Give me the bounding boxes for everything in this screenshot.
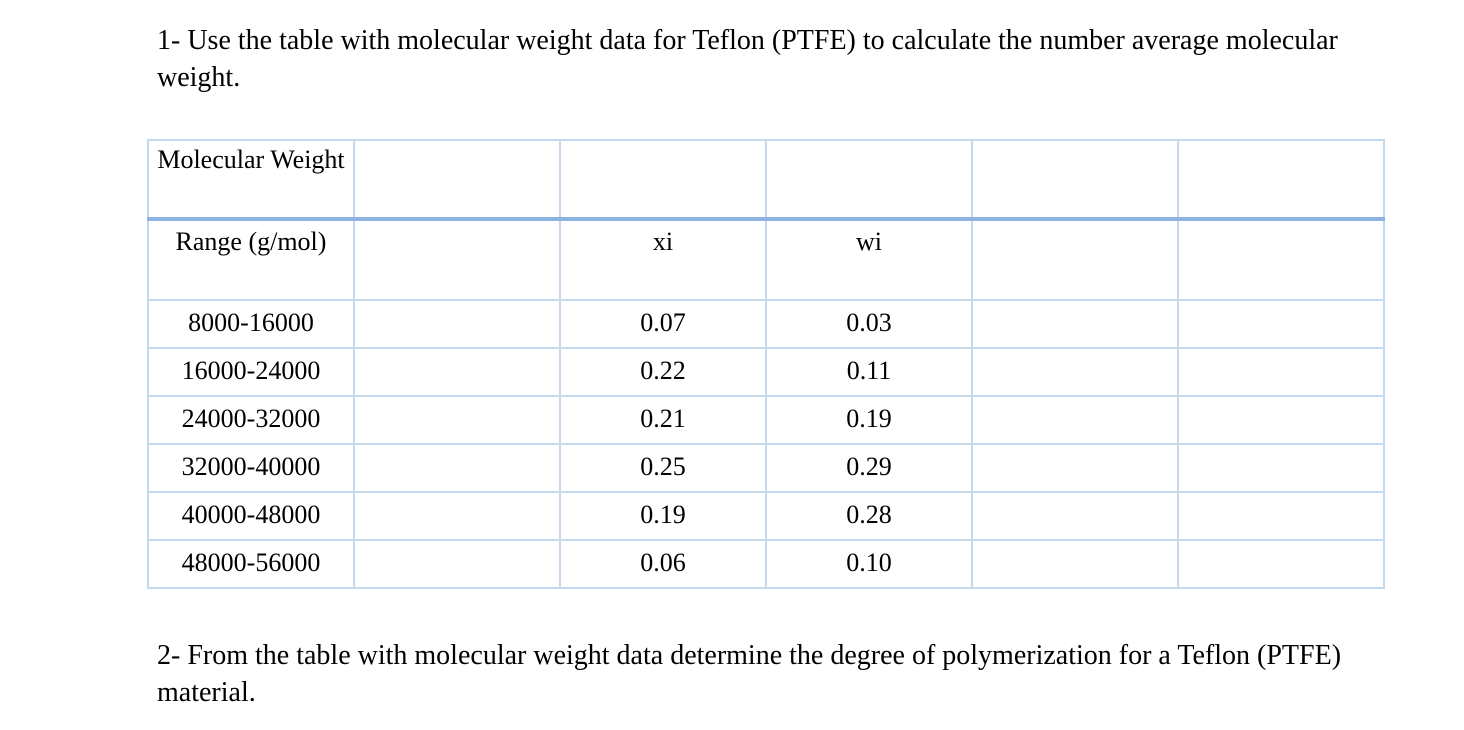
table-cell: 24000-32000 bbox=[147, 395, 355, 445]
table-cell: 0.25 bbox=[559, 443, 767, 493]
question-text: 2- From the table with molecular weight … bbox=[157, 640, 1342, 708]
table-row: 40000-48000 0.19 0.28 bbox=[147, 491, 1385, 541]
table-cell bbox=[353, 539, 561, 589]
table-cell: 0.03 bbox=[765, 299, 973, 349]
table-cell bbox=[971, 443, 1179, 493]
table-cell bbox=[1177, 218, 1385, 301]
table-cell: Range (g/mol) bbox=[147, 218, 355, 301]
table-cell: 0.19 bbox=[559, 491, 767, 541]
table-cell: 40000-48000 bbox=[147, 491, 355, 541]
table-row: Molecular Weight bbox=[147, 139, 1385, 221]
table-cell: 0.29 bbox=[765, 443, 973, 493]
table-cell bbox=[559, 139, 767, 221]
table-cell bbox=[353, 491, 561, 541]
table-cell bbox=[971, 299, 1179, 349]
table-cell bbox=[353, 347, 561, 397]
table-cell bbox=[1177, 491, 1385, 541]
table-cell bbox=[1177, 443, 1385, 493]
table-cell bbox=[353, 395, 561, 445]
table-row: 24000-32000 0.21 0.19 bbox=[147, 395, 1385, 445]
table-cell: xi bbox=[559, 218, 767, 301]
table-cell: 0.06 bbox=[559, 539, 767, 589]
table-cell bbox=[971, 139, 1179, 221]
table-cell bbox=[971, 539, 1179, 589]
table-cell bbox=[353, 299, 561, 349]
table-cell bbox=[765, 139, 973, 221]
table-cell bbox=[971, 218, 1179, 301]
table-cell: 0.21 bbox=[559, 395, 767, 445]
table-row: Range (g/mol) xi wi bbox=[147, 218, 1385, 301]
table-row: 48000-56000 0.06 0.10 bbox=[147, 539, 1385, 589]
table-cell: 0.22 bbox=[559, 347, 767, 397]
table-cell: 48000-56000 bbox=[147, 539, 355, 589]
table-cell bbox=[971, 395, 1179, 445]
table-cell: 0.11 bbox=[765, 347, 973, 397]
table-cell: 8000-16000 bbox=[147, 299, 355, 349]
table-cell: 0.19 bbox=[765, 395, 973, 445]
table-cell: 0.10 bbox=[765, 539, 973, 589]
table-cell bbox=[1177, 539, 1385, 589]
data-table: Molecular Weight Range (g/mol) xi wi 8000-16… bbox=[147, 139, 1385, 589]
table-cell bbox=[971, 491, 1179, 541]
table-cell: Molecular Weight bbox=[147, 139, 355, 221]
table-cell: 32000-40000 bbox=[147, 443, 355, 493]
table-cell: 0.07 bbox=[559, 299, 767, 349]
table-row: 8000-16000 0.07 0.03 bbox=[147, 299, 1385, 349]
table-cell bbox=[353, 218, 561, 301]
table-cell bbox=[971, 347, 1179, 397]
table-cell bbox=[1177, 395, 1385, 445]
table-cell bbox=[353, 139, 561, 221]
table-cell bbox=[1177, 299, 1385, 349]
table-cell: wi bbox=[765, 218, 973, 301]
table-cell: 16000-24000 bbox=[147, 347, 355, 397]
table-row: 16000-24000 0.22 0.11 bbox=[147, 347, 1385, 397]
table-row: 32000-40000 0.25 0.29 bbox=[147, 443, 1385, 493]
table-cell: 0.28 bbox=[765, 491, 973, 541]
table-cell bbox=[1177, 139, 1385, 221]
table-cell bbox=[353, 443, 561, 493]
table-cell bbox=[1177, 347, 1385, 397]
question-text: 1- Use the table with molecular weight d… bbox=[157, 25, 1338, 93]
